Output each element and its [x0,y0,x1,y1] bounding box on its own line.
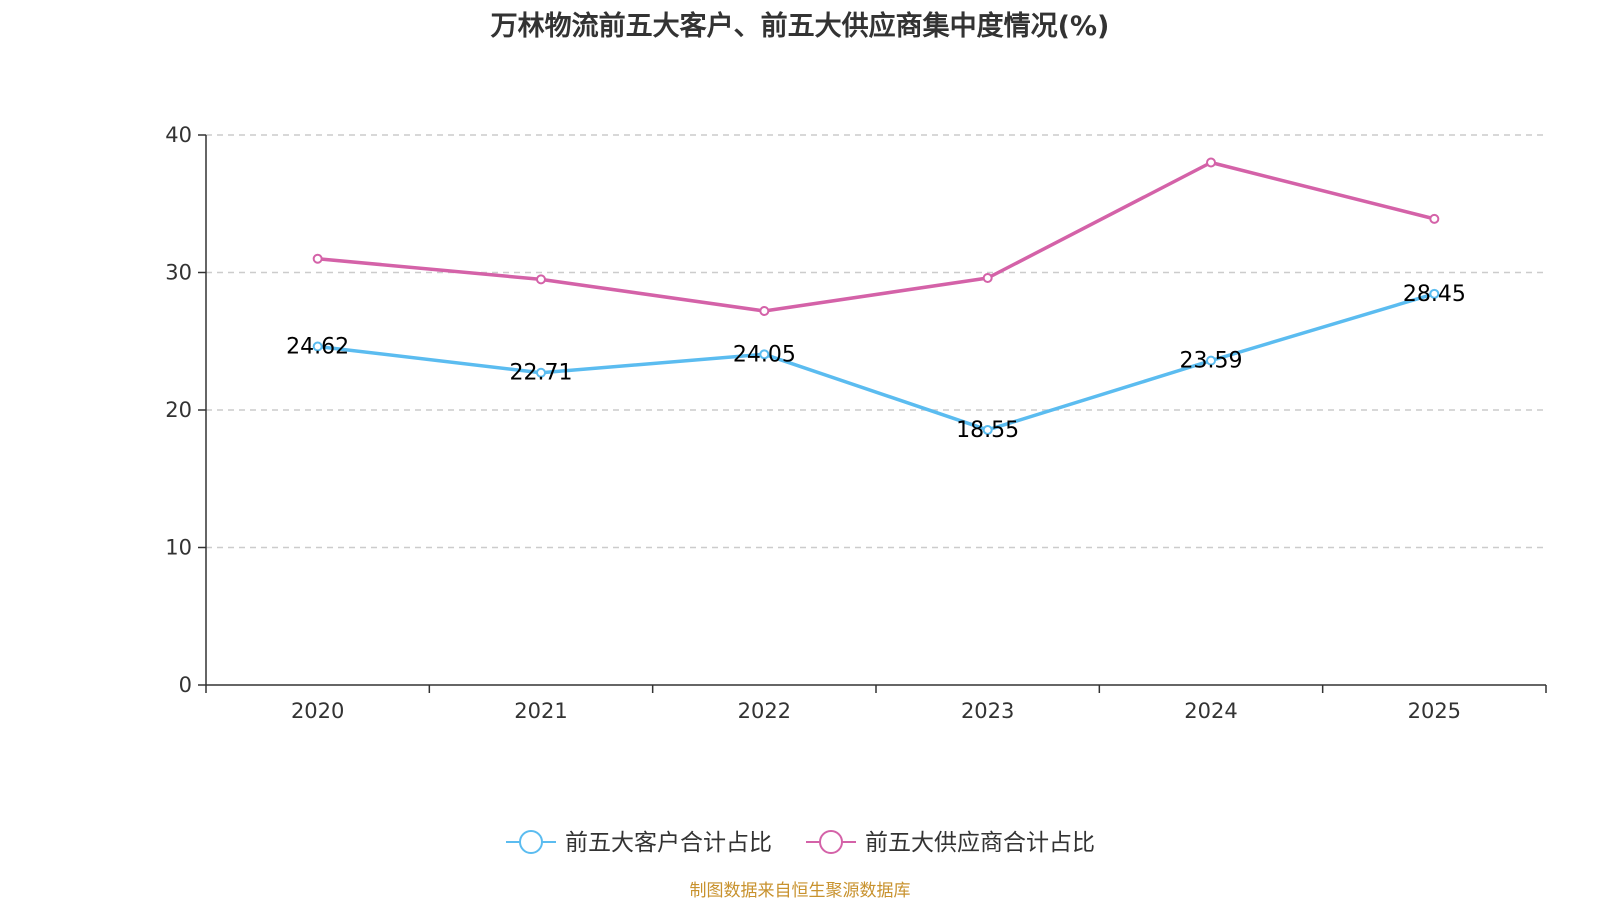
data-point [1206,157,1216,168]
data-labels: 24.62 22.71 24.05 18.55 23.59 28.45 [286,282,1466,443]
axes: 0 10 20 30 40 2020 2021 2022 2023 2024 2025 [165,123,1547,723]
series-line [317,292,1435,432]
y-tick-label: 0 [179,673,192,697]
x-tick-label: 2021 [514,699,567,723]
legend-swatch-marker [519,830,543,854]
y-tick-label: 30 [165,261,192,285]
data-point [982,424,993,435]
data-point [536,274,546,285]
data-label: 22.71 [510,361,573,386]
data-point [312,253,323,264]
data-label: 18.55 [956,418,1019,443]
data-point [759,306,770,316]
series-lines [312,157,1440,435]
legend-swatch-marker [819,830,843,854]
data-label: 24.62 [286,334,349,359]
data-point [1429,288,1440,299]
data-point [759,349,770,360]
series-line [317,160,1435,313]
legend-label: 前五大客户合计占比 [565,830,772,856]
data-point [1429,213,1440,224]
chart-title: 万林物流前五大客户、前五大供应商集中度情况(%) [490,11,1110,42]
gridlines [206,134,1546,549]
source-note: 制图数据来自恒生聚源数据库 [689,881,911,901]
y-tick-label: 20 [165,398,192,422]
data-label: 24.05 [733,342,796,367]
x-tick-label: 2024 [1184,699,1237,723]
data-point [312,341,323,352]
data-point [536,367,546,378]
legend[interactable]: 前五大客户合计占比 前五大供应商合计占比 [506,830,1095,856]
legend-label: 前五大供应商合计占比 [865,830,1095,856]
y-tick-label: 10 [165,536,192,560]
data-label: 23.59 [1180,349,1243,374]
y-tick-label: 40 [165,123,192,147]
x-tick-label: 2023 [961,699,1014,723]
data-point [982,273,993,283]
x-tick-label: 2022 [738,699,791,723]
data-point [1206,355,1216,366]
x-tick-label: 2020 [291,699,344,723]
x-tick-label: 2025 [1408,699,1461,723]
data-label: 28.45 [1403,282,1466,307]
